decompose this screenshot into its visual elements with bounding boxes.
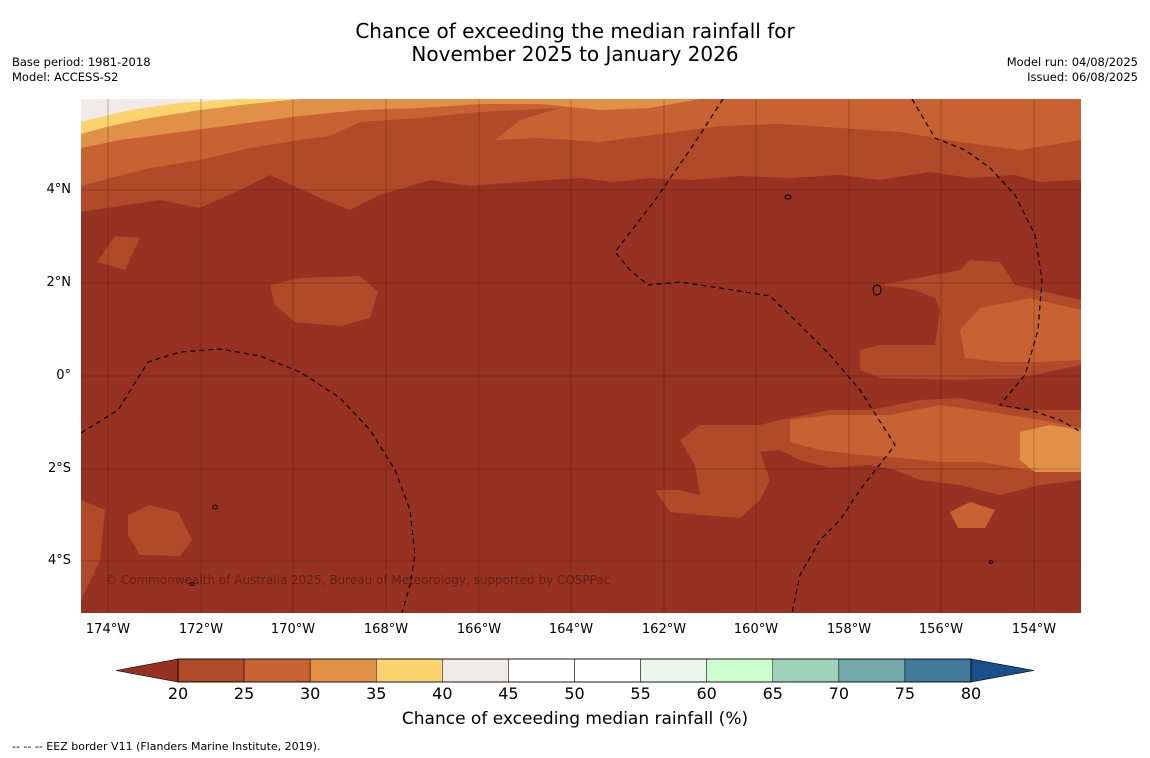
colorbar-tick-label: 75 <box>894 684 916 703</box>
map-title: Chance of exceeding the median rainfall … <box>0 20 1150 66</box>
colorbar-tick-label: 60 <box>696 684 717 703</box>
eez-border-west <box>81 348 416 613</box>
field-30-35-small <box>950 502 995 528</box>
colorbar-tick-label: 40 <box>432 684 453 703</box>
colorbar-tick-label: 50 <box>564 684 585 703</box>
field-35-40-southeast <box>1020 425 1081 472</box>
lon-tick-label: 166°W <box>456 622 502 637</box>
map-title-line2: November 2025 to January 2026 <box>411 42 739 66</box>
lon-tick-label: 164°W <box>548 622 594 637</box>
colorbar-tick-label: 45 <box>498 684 519 703</box>
colorbar-tick-label: 20 <box>167 684 189 703</box>
colorbar-extend-high <box>970 658 1035 683</box>
field-patch-equator-west <box>270 276 378 326</box>
field-patch-south-west <box>128 505 192 556</box>
colorbar-band <box>243 658 311 683</box>
lat-tick-label: 2°S <box>47 461 71 476</box>
lon-tick-label: 170°W <box>270 622 316 637</box>
colorbar-band <box>508 658 575 683</box>
base-period-text: Base period: 1981-2018 <box>12 55 151 69</box>
copyright-notice: © Commonwealth of Australia 2025, Bureau… <box>105 573 611 587</box>
lon-tick-label: 174°W <box>85 622 131 637</box>
field-30-35-southeast <box>790 405 1081 472</box>
eez-legend-note: -- -- -- EEZ border V11 (Flanders Marine… <box>12 740 321 753</box>
meta-left: Base period: 1981-2018 Model: ACCESS-S2 <box>12 55 151 85</box>
lon-tick-label: 156°W <box>918 622 964 637</box>
field-45-50-north <box>81 99 240 122</box>
issued-text: Issued: 06/08/2025 <box>1027 70 1138 84</box>
colorbar-band <box>177 658 245 683</box>
eez-border-east <box>911 99 1081 433</box>
map-title-line1: Chance of exceeding the median rainfall … <box>355 19 795 43</box>
lat-tick-label: 4°S <box>47 553 71 568</box>
colorbar-tick-label: 65 <box>762 684 783 703</box>
eez-borders <box>81 99 1081 613</box>
colorbar-tick-label: 80 <box>960 684 982 703</box>
colorbar-band <box>706 658 774 683</box>
colorbar-tick-label: 25 <box>233 684 255 703</box>
colorbar-extend-low <box>115 658 179 683</box>
colorbar-tick-label: 55 <box>630 684 651 703</box>
lat-tick-label: 4°N <box>46 182 72 197</box>
colorbar-band <box>376 658 443 683</box>
field-30-35-east <box>960 298 1081 362</box>
colorbar-band <box>640 658 707 683</box>
colorbar-band <box>442 658 509 683</box>
rainfall-fields <box>81 99 1081 613</box>
lon-tick-label: 172°W <box>178 622 224 637</box>
field-patch-west-edge <box>81 500 105 600</box>
field-35-40-north <box>81 99 700 148</box>
lon-tick-label: 154°W <box>1011 622 1057 637</box>
colorbar <box>115 658 1035 683</box>
lat-tick-label: 2°N <box>46 275 72 290</box>
eez-border-central <box>614 99 896 613</box>
colorbar-band <box>309 658 377 683</box>
colorbar-band <box>574 658 641 683</box>
colorbar-tick-label: 30 <box>299 684 321 703</box>
lon-tick-label: 158°W <box>826 622 872 637</box>
lon-tick-label: 162°W <box>641 622 687 637</box>
colorbar-title: Chance of exceeding median rainfall (%) <box>401 709 749 729</box>
colorbar-tick-label: 35 <box>366 684 387 703</box>
lat-tick-label: 0° <box>56 368 71 383</box>
model-text: Model: ACCESS-S2 <box>12 70 119 84</box>
meta-right: Model run: 04/08/2025 Issued: 06/08/2025 <box>1007 55 1138 85</box>
lon-tick-label: 160°W <box>733 622 779 637</box>
lon-tick-label: 168°W <box>363 622 409 637</box>
model-run-text: Model run: 04/08/2025 <box>1006 55 1138 69</box>
colorbar-band <box>772 658 840 683</box>
graticule <box>81 99 1081 613</box>
colorbar-tick-label: 70 <box>828 684 849 703</box>
islands <box>189 194 993 586</box>
colorbar-band <box>904 658 972 683</box>
colorbar-band <box>838 658 906 683</box>
field-30-35-north <box>81 99 1081 186</box>
